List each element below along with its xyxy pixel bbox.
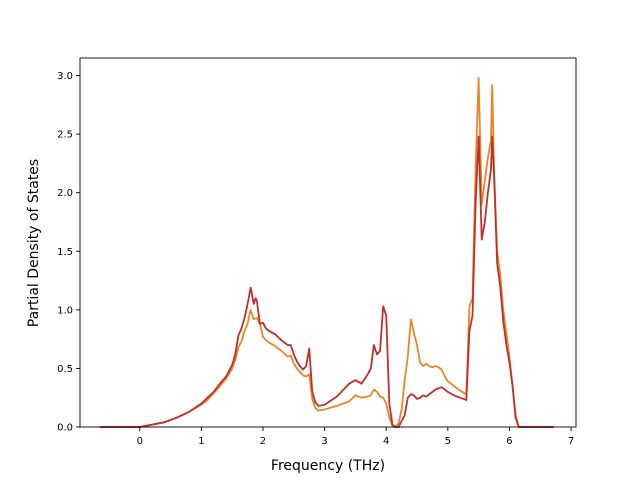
x-tick-label-3: 3	[321, 436, 327, 447]
series-layer	[99, 77, 554, 428]
series-line-1	[99, 77, 554, 428]
y-tick-label-6: 3.0	[57, 71, 73, 82]
series-line-2	[99, 135, 554, 428]
x-tick-label-0: 0	[137, 436, 143, 447]
axes-layer: 0 1 2 3 4 5 6 7 0.0 0.5 1.0 1.5 2.0 2.5 3.0	[57, 57, 577, 447]
x-tick-label-2: 2	[260, 436, 266, 447]
y-tick-label-4: 2.0	[57, 188, 73, 199]
x-tick-label-4: 4	[383, 436, 389, 447]
x-tick-label-6: 6	[506, 436, 512, 447]
y-tick-label-0: 0.0	[57, 423, 73, 434]
x-tick-label-1: 1	[198, 436, 204, 447]
y-tick-label-1: 0.5	[57, 364, 73, 375]
y-tick-label-3: 1.5	[57, 247, 73, 258]
x-tick-label-7: 7	[568, 436, 574, 447]
y-tick-label-5: 2.5	[57, 130, 73, 141]
y-axis-label: Partial Density of States	[26, 159, 42, 327]
y-tick-label-2: 1.0	[57, 305, 73, 316]
x-axis-label: Frequency (THz)	[271, 458, 385, 474]
axes-frame	[79, 57, 577, 428]
x-tick-label-5: 5	[445, 436, 451, 447]
